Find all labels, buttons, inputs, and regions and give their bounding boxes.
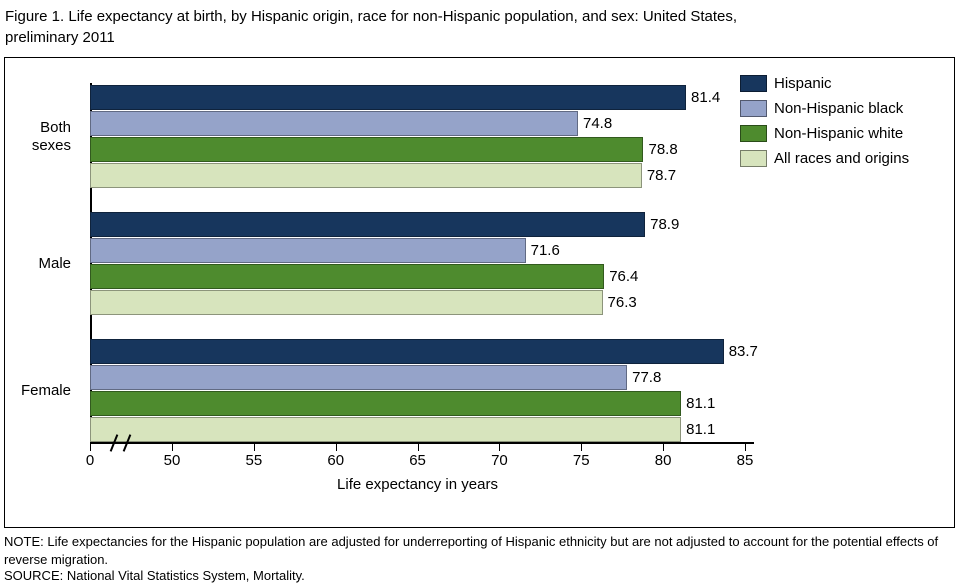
bar-non-hispanic-white — [90, 264, 605, 289]
bar-value-label: 77.8 — [632, 369, 662, 386]
axis-tick — [417, 444, 419, 451]
legend-label: Hispanic — [774, 75, 832, 92]
bar-value-label: 74.8 — [583, 115, 613, 132]
bar-value-label: 71.6 — [530, 242, 560, 259]
bar-all-races-and-origins — [90, 290, 603, 315]
bar-hispanic — [90, 339, 724, 364]
axis-tick — [744, 444, 746, 451]
axis-tick — [499, 444, 501, 451]
axis-tick-label: 60 — [327, 452, 345, 469]
x-axis-line — [90, 442, 754, 444]
axis-tick — [663, 444, 665, 451]
legend-swatch-hispanic — [740, 75, 767, 92]
bar-value-label: 78.9 — [650, 216, 680, 233]
figure-title-line1: Figure 1. Life expectancy at birth, by H… — [5, 8, 738, 25]
axis-tick-label: 55 — [245, 452, 263, 469]
bar-hispanic — [90, 212, 646, 237]
axis-tick — [172, 444, 173, 451]
legend-item: Non-Hispanic black — [740, 96, 909, 121]
bar-value-label: 81.4 — [691, 89, 721, 106]
axis-tick-label: 85 — [736, 452, 754, 469]
bar-value-label: 83.7 — [728, 343, 758, 360]
axis-tick-label: 80 — [654, 452, 672, 469]
bar-non-hispanic-black — [90, 365, 628, 390]
source-text: SOURCE: National Vital Statistics System… — [4, 568, 305, 583]
category-label: Female — [20, 381, 71, 399]
axis-tick-label: 65 — [409, 452, 426, 469]
note-text: NOTE: Life expectancies for the Hispanic… — [4, 534, 939, 567]
figure-title: Figure 1. Life expectancy at birth, by H… — [5, 6, 955, 48]
legend-swatch-non-hispanic-white — [740, 125, 767, 142]
legend-label: All races and origins — [774, 150, 910, 167]
chart-frame: Both sexes 81.4 74.8 78.8 78.7 Male 78.9 71.6 76… — [4, 57, 955, 528]
y-axis-line — [90, 83, 92, 444]
axis-tick-label: 75 — [572, 452, 590, 469]
axis-tick-label: 70 — [491, 452, 508, 469]
figure-title-line2: preliminary 2011 — [5, 29, 115, 46]
bar-hispanic — [90, 85, 687, 110]
bar-value-label: 78.8 — [648, 141, 678, 158]
bar-value-label: 81.1 — [686, 421, 716, 438]
legend-label: Non-Hispanic white — [774, 125, 904, 142]
bar-all-races-and-origins — [90, 163, 642, 188]
legend-item: Non-Hispanic white — [740, 121, 909, 146]
legend-item: All races and origins — [740, 146, 909, 171]
plot-area: Both sexes 81.4 74.8 78.8 78.7 Male 78.9 71.6 76… — [5, 58, 954, 527]
bar-non-hispanic-white — [90, 137, 644, 162]
axis-tick — [90, 444, 91, 451]
legend-swatch-non-hispanic-black — [740, 100, 767, 117]
category-label: Male — [38, 254, 71, 272]
bar-value-label: 76.4 — [609, 268, 639, 285]
bar-value-label: 81.1 — [686, 395, 716, 412]
bar-all-races-and-origins — [90, 417, 682, 442]
category-label: Both sexes — [31, 119, 71, 154]
legend: Hispanic Non-Hispanic black Non-Hispanic w… — [740, 71, 909, 171]
legend-swatch-all-races-and-origins — [740, 150, 767, 167]
axis-tick — [581, 444, 583, 451]
x-axis-title: Life expectancy in years — [337, 476, 498, 493]
axis-tick — [253, 444, 255, 451]
bar-value-label: 78.7 — [646, 167, 677, 184]
axis-tick-label: 0 — [85, 452, 95, 469]
axis-tick-label: 50 — [163, 452, 181, 469]
bar-non-hispanic-black — [90, 111, 578, 136]
bar-value-label: 76.3 — [607, 294, 637, 311]
bar-non-hispanic-black — [90, 238, 526, 263]
legend-label: Non-Hispanic black — [774, 100, 904, 117]
legend-item: Hispanic — [740, 71, 909, 96]
bar-non-hispanic-white — [90, 391, 682, 416]
axis-tick — [335, 444, 337, 451]
